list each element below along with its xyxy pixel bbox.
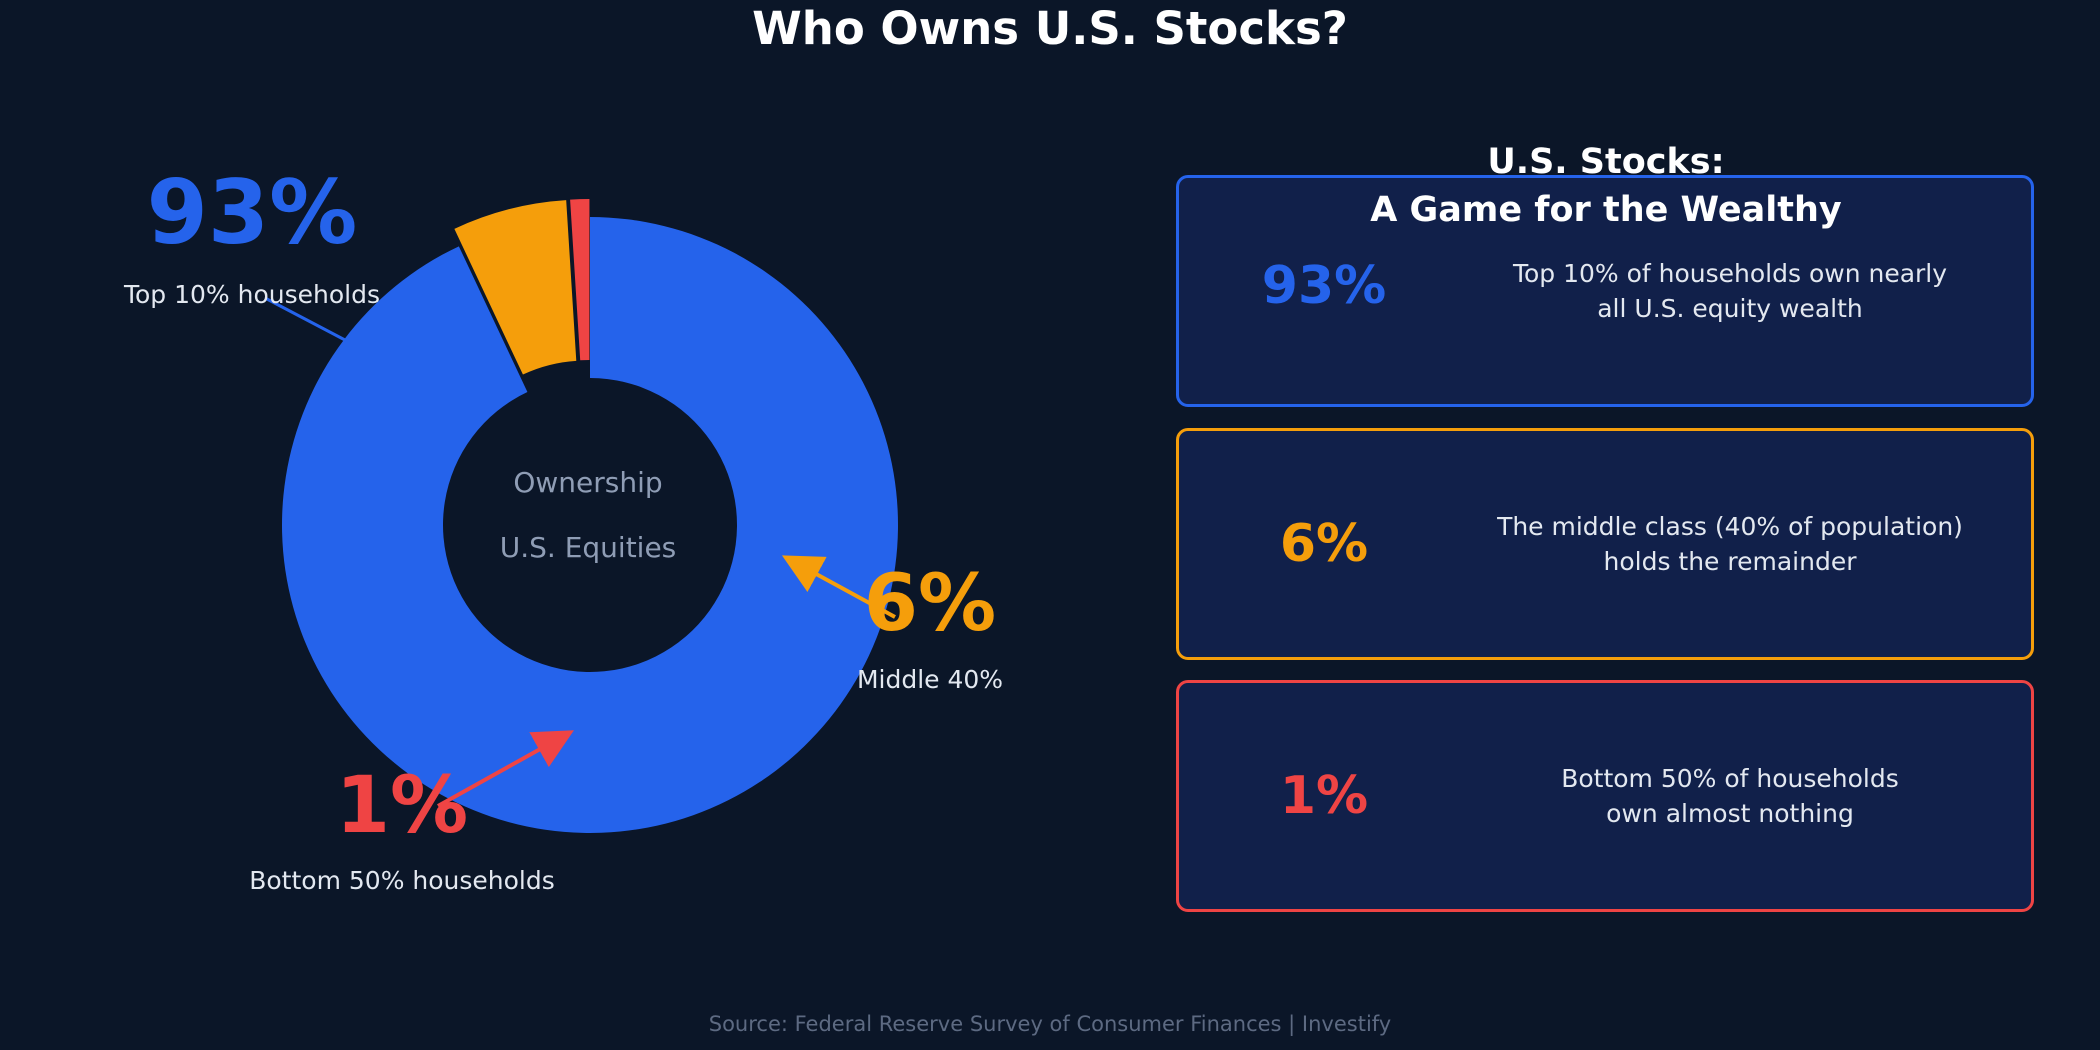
donut-slice-1 bbox=[454, 200, 577, 375]
top10-series-label: Top 10% households bbox=[123, 280, 380, 309]
panel-heading-line2: A Game for the Wealthy bbox=[1370, 190, 1842, 230]
center-label-line1: Ownership bbox=[513, 466, 662, 499]
panel-heading: U.S. Stocks: A Game for the Wealthy bbox=[1176, 138, 2036, 234]
top10-leader-line bbox=[264, 296, 346, 342]
stat-card-top10: 93% Top 10% of households own nearly all… bbox=[1176, 175, 2034, 407]
bottom50-percent-label: 1% bbox=[336, 761, 468, 851]
stat-card-value: 1% bbox=[1279, 766, 1369, 826]
stat-card-value: 93% bbox=[1261, 256, 1387, 316]
stat-card-description: Top 10% of households own nearly all U.S… bbox=[1512, 259, 1948, 323]
middle40-percent-label: 6% bbox=[864, 559, 996, 649]
center-label-line2: U.S. Equities bbox=[500, 531, 677, 564]
stat-card-middle40: 6% The middle class (40% of population) … bbox=[1176, 428, 2034, 660]
stat-card-value: 6% bbox=[1279, 514, 1369, 574]
bottom50-series-label: Bottom 50% households bbox=[249, 866, 555, 895]
source-footnote: Source: Federal Reserve Survey of Consum… bbox=[708, 1012, 1392, 1036]
stat-card-bottom50: 1% Bottom 50% of households own almost n… bbox=[1176, 680, 2034, 912]
bottom50-arrow bbox=[437, 730, 574, 808]
donut-slice-0 bbox=[281, 217, 899, 833]
donut-chart: Ownership U.S. Equities 93% Top 10% hous… bbox=[123, 161, 1003, 895]
panel-heading-line1: U.S. Stocks: bbox=[1487, 142, 1725, 182]
middle40-arrow bbox=[781, 555, 896, 619]
top10-percent-label: 93% bbox=[147, 161, 358, 264]
stat-card-description: The middle class (40% of population) hol… bbox=[1497, 512, 1963, 576]
stat-card-description: Bottom 50% of households own almost noth… bbox=[1561, 764, 1899, 828]
donut-slice-2 bbox=[570, 199, 590, 361]
chart-title: Who Owns U.S. Stocks? bbox=[752, 2, 1348, 55]
middle40-series-label: Middle 40% bbox=[857, 665, 1003, 694]
